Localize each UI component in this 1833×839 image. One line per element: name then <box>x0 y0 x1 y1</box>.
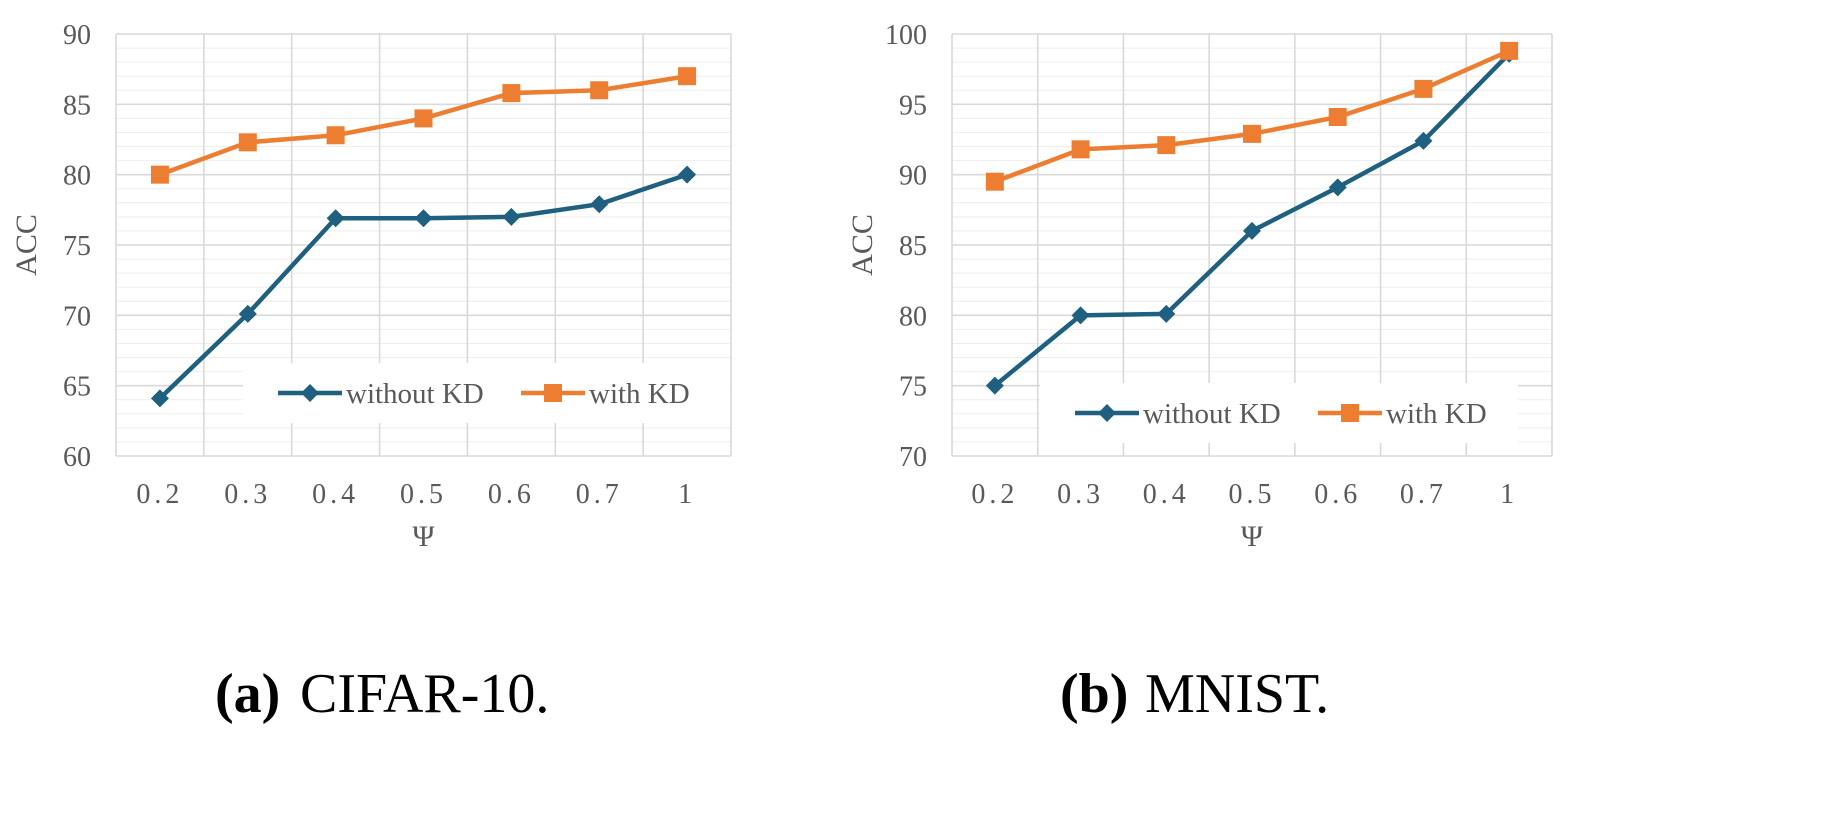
data-point-with-kd <box>1328 107 1347 126</box>
x-tick-label: 0.5 <box>400 479 447 510</box>
chart-panel-cifar10: 60 65 70 75 80 85 90 0.2 0.3 0.4 0.5 0.6 0.7 1 Ψ ACC wit… <box>10 20 732 725</box>
x-tick-label: 0.7 <box>1400 479 1447 510</box>
data-point-with-kd <box>590 81 609 100</box>
data-point-without-kd <box>1071 306 1090 325</box>
data-point-with-kd <box>1414 79 1433 98</box>
legend-label-with-kd: with KD <box>1386 398 1487 430</box>
data-point-with-kd <box>414 109 433 128</box>
y-tick-label: 70 <box>899 442 927 473</box>
x-tick-label: 0.3 <box>1057 479 1104 510</box>
legend-marker-without-kd <box>301 384 319 402</box>
data-point-with-kd <box>1500 41 1519 60</box>
data-point-without-kd <box>678 165 697 184</box>
data-point-without-kd <box>150 389 169 408</box>
data-point-without-kd <box>1328 178 1347 197</box>
data-point-without-kd <box>414 209 433 228</box>
x-tick-label: 1 <box>678 479 696 510</box>
y-tick-label: 100 <box>885 20 927 51</box>
data-point-without-kd <box>1414 131 1433 150</box>
y-tick-label: 95 <box>899 90 927 121</box>
y-tick-label: 75 <box>63 231 91 262</box>
x-tick-label: 0.7 <box>576 479 623 510</box>
data-point-without-kd <box>502 207 521 226</box>
x-tick-label: 0.4 <box>312 479 359 510</box>
legend-marker-without-kd <box>1098 404 1116 422</box>
x-tick-label: 0.2 <box>971 479 1018 510</box>
y-tick-label: 80 <box>63 161 91 192</box>
chart-panel-mnist: 70 75 80 85 90 95 100 0.2 0.3 0.4 0.5 0.6 0.7 1 Ψ ACC wi… <box>846 20 1553 725</box>
caption-text: CIFAR-10. <box>300 663 549 725</box>
y-tick-label: 90 <box>899 161 927 192</box>
caption-label: (a) <box>215 663 280 725</box>
y-tick-label: 65 <box>63 372 91 403</box>
y-tick-label: 60 <box>63 442 91 473</box>
y-tick-label: 90 <box>63 20 91 51</box>
data-point-with-kd <box>326 126 345 145</box>
data-point-without-kd <box>1157 304 1176 323</box>
data-point-with-kd <box>502 84 521 103</box>
y-tick-label: 75 <box>899 372 927 403</box>
data-point-without-kd <box>590 195 609 214</box>
data-point-with-kd <box>985 172 1004 191</box>
data-point-without-kd <box>326 209 345 228</box>
x-axis-label: Ψ <box>1241 520 1264 553</box>
data-point-with-kd <box>1157 136 1176 155</box>
data-point-with-kd <box>150 165 169 184</box>
x-tick-label: 1 <box>1500 479 1518 510</box>
x-tick-label: 0.6 <box>1314 479 1361 510</box>
y-axis-label: ACC <box>846 214 879 276</box>
data-point-without-kd <box>1243 221 1261 240</box>
legend-label-without-kd: without KD <box>346 378 484 410</box>
legend-label-without-kd: without KD <box>1143 398 1281 430</box>
y-tick-label: 80 <box>899 301 927 332</box>
y-tick-label: 70 <box>63 301 91 332</box>
legend-label-with-kd: with KD <box>589 378 690 410</box>
x-tick-label: 0.2 <box>136 479 183 510</box>
x-tick-label: 0.6 <box>488 479 535 510</box>
y-axis-label: ACC <box>10 214 43 276</box>
caption-label: (b) <box>1060 663 1128 725</box>
legend-marker-with-kd <box>1341 404 1359 422</box>
data-point-with-kd <box>1243 124 1261 143</box>
data-point-without-kd <box>985 376 1004 395</box>
legend-marker-with-kd <box>544 384 562 402</box>
y-tick-label: 85 <box>899 231 927 262</box>
data-point-without-kd <box>238 304 257 323</box>
data-point-with-kd <box>238 133 257 152</box>
x-tick-label: 0.4 <box>1143 479 1190 510</box>
data-point-with-kd <box>1071 140 1090 159</box>
x-axis-label: Ψ <box>412 520 435 553</box>
x-tick-label: 0.5 <box>1229 479 1276 510</box>
caption-text: MNIST. <box>1145 663 1329 725</box>
y-tick-label: 85 <box>63 90 91 121</box>
x-tick-label: 0.3 <box>224 479 271 510</box>
data-point-with-kd <box>678 67 697 86</box>
